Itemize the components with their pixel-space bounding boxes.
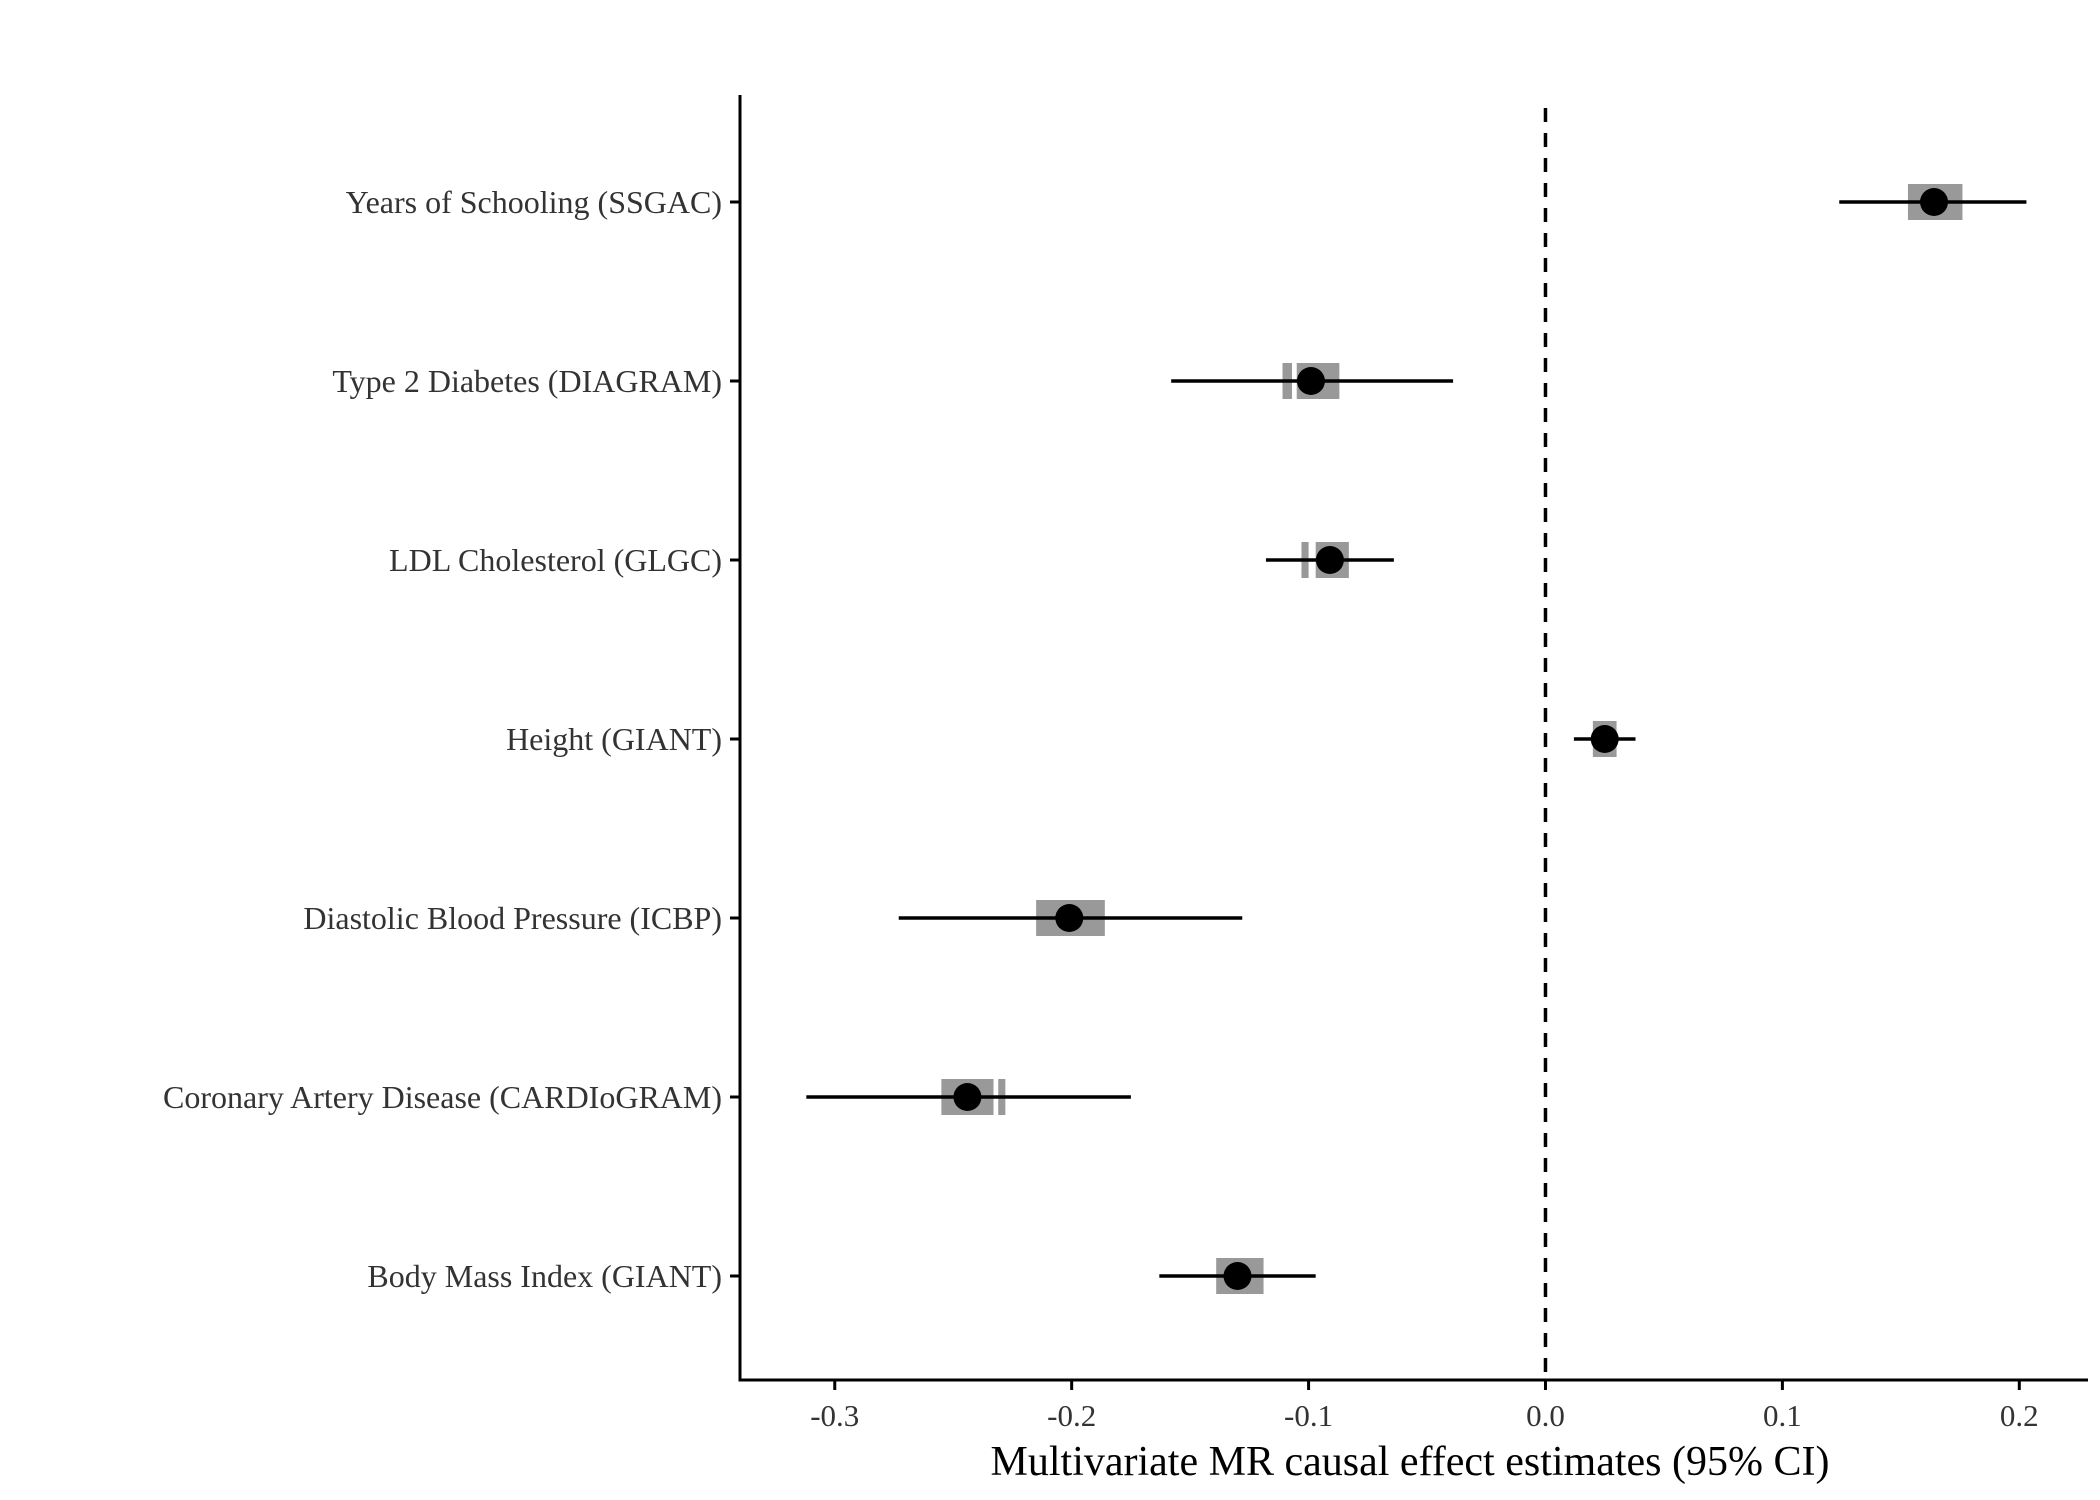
x-tick-label: -0.2 [1047,1398,1096,1433]
point-estimate [1920,188,1949,216]
y-tick-label: Coronary Artery Disease (CARDIoGRAM) [163,1079,722,1115]
point-estimate [1590,725,1619,753]
x-tick-label: 0.0 [1526,1398,1565,1433]
y-tick-label: Years of Schooling (SSGAC) [346,184,722,220]
x-tick-label: -0.1 [1284,1398,1333,1433]
point-estimate [1296,367,1325,395]
y-tick-label: Height (GIANT) [506,721,722,757]
interval-boxes [941,184,1963,1294]
point-estimate [953,1083,982,1111]
y-axis-ticks: Years of Schooling (SSGAC) Type 2 Diabete… [163,184,740,1294]
y-tick-label: Diastolic Blood Pressure (ICBP) [303,900,722,936]
x-axis-title: Multivariate MR causal effect estimates … [991,1439,1830,1485]
x-axis-ticks: -0.3 -0.2 -0.1 0.0 0.1 0.2 [810,1380,2039,1433]
point-estimate [1055,904,1084,932]
point-estimate [1315,546,1344,574]
x-tick-label: 0.2 [2000,1398,2039,1433]
y-tick-label: Type 2 Diabetes (DIAGRAM) [332,363,722,399]
y-tick-label: Body Mass Index (GIANT) [367,1258,722,1294]
x-tick-label: 0.1 [1763,1398,1802,1433]
x-tick-label: -0.3 [810,1398,859,1433]
y-tick-label: LDL Cholesterol (GLGC) [389,542,722,578]
point-estimate [1223,1262,1252,1290]
point-estimates [953,188,1949,1290]
